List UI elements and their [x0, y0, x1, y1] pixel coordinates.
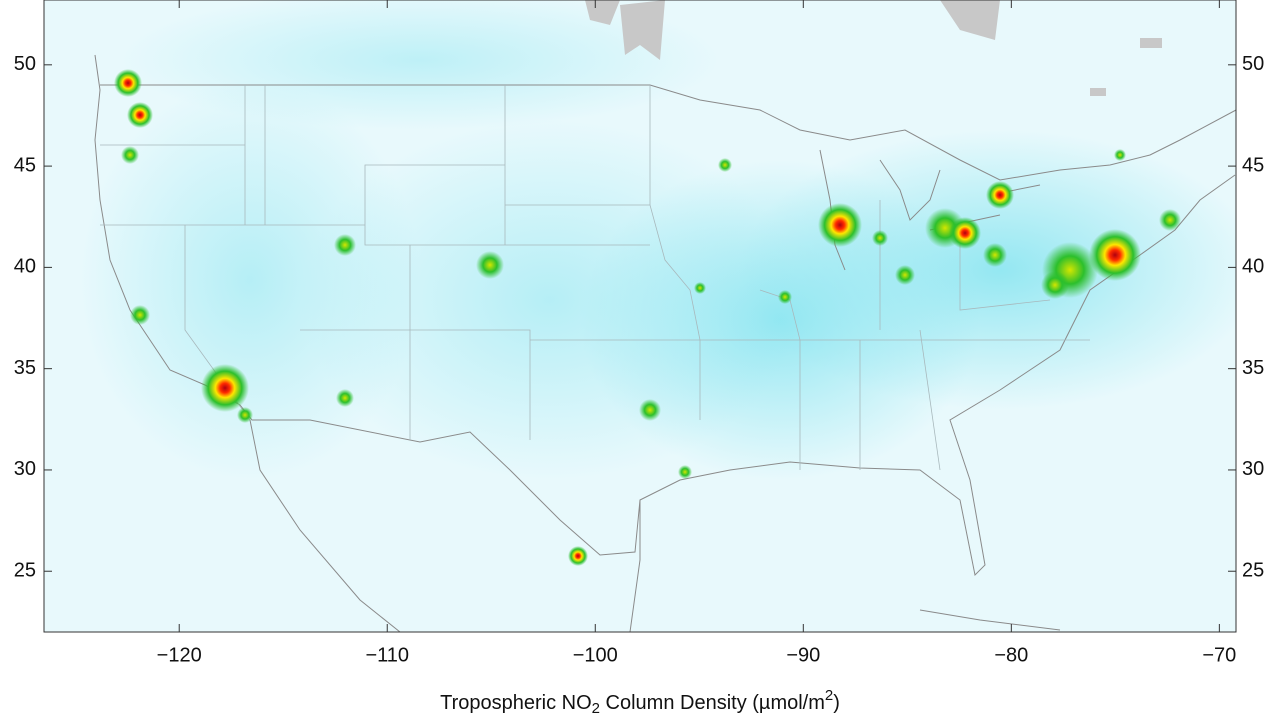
y-tick-label: 35 [14, 357, 36, 379]
x-tick-label: −120 [157, 644, 202, 666]
y-tick-label: 25 [1242, 560, 1264, 582]
axis-label-sub: 2 [592, 700, 600, 717]
y-tick-label: 40 [1242, 256, 1264, 278]
y-tick-label: 25 [14, 560, 36, 582]
y-tick-label: 30 [14, 458, 36, 480]
y-tick-label: 50 [1242, 53, 1264, 75]
y-tick-label: 45 [1242, 154, 1264, 176]
state-borders [100, 85, 1090, 471]
y-tick-label: 40 [14, 256, 36, 278]
y-tick-label: 50 [14, 53, 36, 75]
plot-frame [43, 0, 1237, 633]
axis-label: Tropospheric NO2 Column Density (µmol/m2… [440, 687, 840, 717]
x-tick-label: −80 [994, 644, 1028, 666]
axis-label-sup: 2 [825, 687, 833, 704]
x-tick-label: −90 [786, 644, 820, 666]
hotspots [114, 69, 1181, 566]
missing-data [585, 0, 1162, 96]
x-tick-label: −100 [573, 644, 618, 666]
x-tick-label: −110 [365, 644, 409, 666]
axis-label-part: Tropospheric NO [440, 692, 592, 714]
x-tick-label: −70 [1202, 644, 1236, 666]
y-tick-label: 45 [14, 154, 36, 176]
axis-label-part: ) [833, 692, 840, 714]
axis-label-part: Column Density (µmol/m [600, 692, 825, 714]
y-tick-label: 30 [1242, 458, 1264, 480]
map-area [44, 0, 1236, 632]
y-tick-label: 35 [1242, 357, 1264, 379]
